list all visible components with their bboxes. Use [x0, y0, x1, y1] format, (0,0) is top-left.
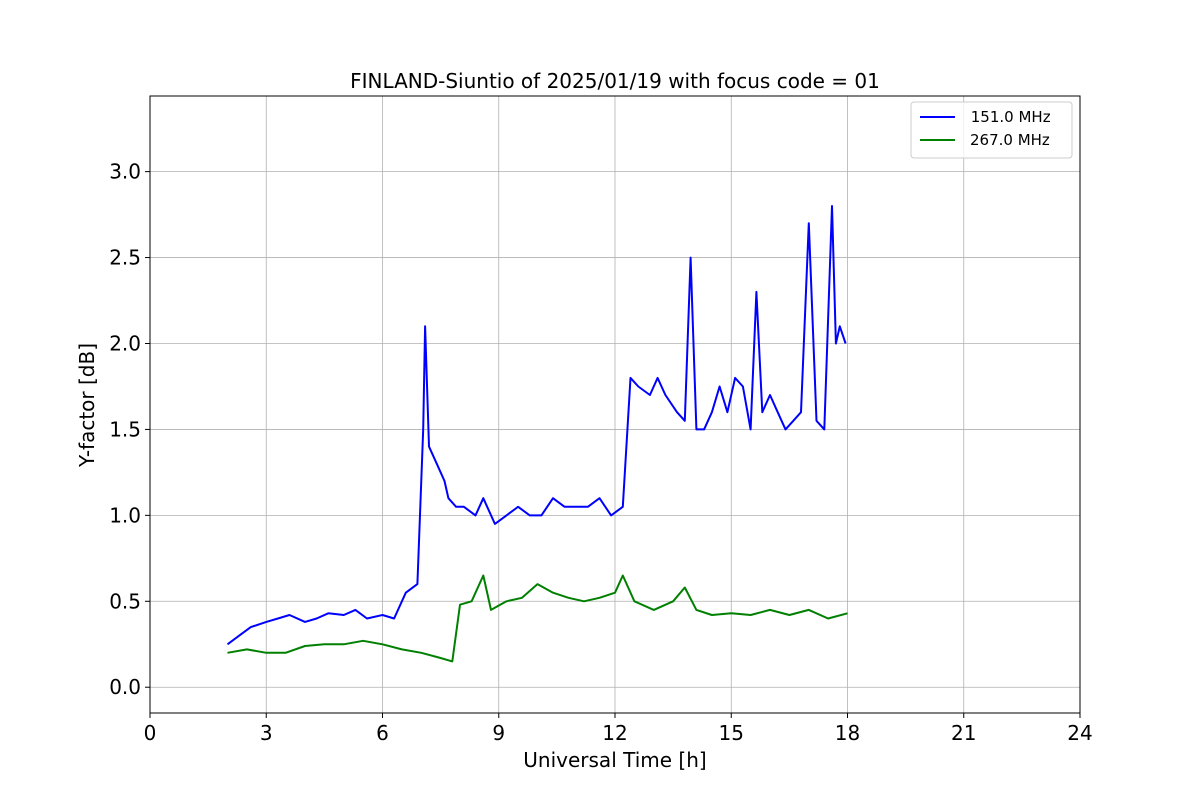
legend-label-267mhz: 267.0 MHz — [970, 131, 1050, 149]
y-tick-label: 3.0 — [109, 160, 141, 184]
y-tick-label: 1.5 — [109, 417, 141, 441]
axis-ticks: 0 3 6 9 12 15 18 21 24 0.0 0.5 1.0 1.5 2.0 2.5 3.0 — [109, 160, 1093, 745]
y-axis-label: Y-factor [dB] — [75, 343, 99, 468]
chart-title: FINLAND-Siuntio of 2025/01/19 with focus… — [350, 69, 880, 93]
plot-series — [226, 205, 848, 663]
x-tick-label: 0 — [144, 721, 157, 745]
x-tick-label: 21 — [951, 721, 976, 745]
y-tick-label: 2.0 — [109, 331, 141, 355]
series-line-1 — [227, 574, 848, 663]
x-tick-label: 18 — [835, 721, 860, 745]
y-tick-label: 1.0 — [109, 503, 141, 527]
legend: 151.0 MHz 267.0 MHz — [910, 101, 1073, 159]
y-tick-label: 0.5 — [109, 589, 141, 613]
series-line-0 — [226, 205, 847, 646]
y-tick-label: 2.5 — [109, 246, 141, 270]
x-tick-label: 24 — [1067, 721, 1092, 745]
legend-label-151mhz: 151.0 MHz — [966, 108, 1051, 126]
grid — [149, 96, 1081, 713]
x-tick-label: 3 — [260, 721, 273, 745]
x-tick-label: 12 — [602, 721, 627, 745]
x-tick-label: 15 — [719, 721, 744, 745]
x-tick-label: 9 — [492, 721, 505, 745]
y-tick-label: 0.0 — [109, 675, 141, 699]
x-axis-label: Universal Time [h] — [523, 748, 706, 772]
x-tick-label: 6 — [376, 721, 389, 745]
